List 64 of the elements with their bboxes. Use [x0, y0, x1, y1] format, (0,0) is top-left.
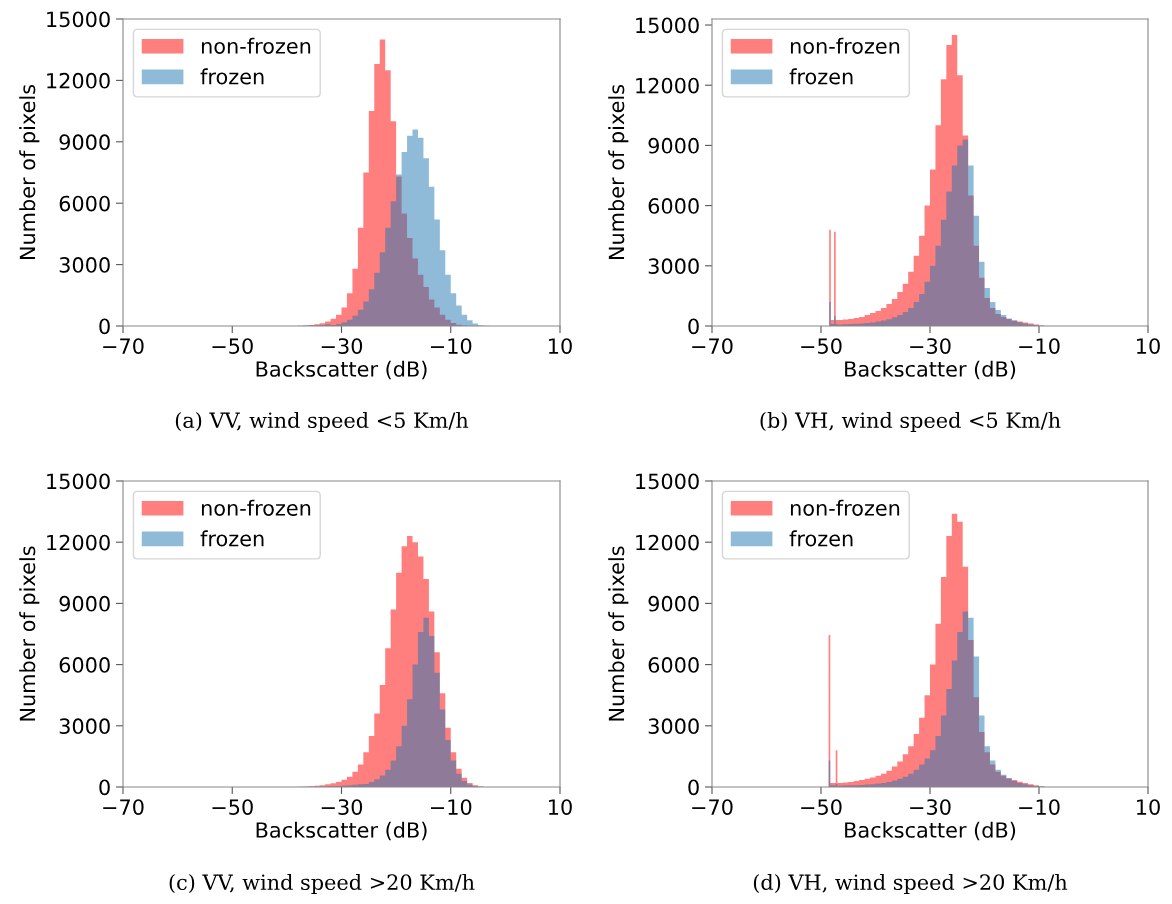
y-tick-label: 3000	[59, 718, 110, 735]
x-tick-label: −70	[692, 799, 733, 815]
y-tick-label: 9000	[648, 595, 699, 612]
y-axis-title: Number of pixels	[608, 546, 629, 721]
x-axis-title: Backscatter (dB)	[845, 821, 1016, 841]
x-tick-label: −50	[801, 799, 842, 815]
legend-label: frozen	[789, 530, 853, 547]
y-tick-label: 0	[99, 318, 110, 335]
y-tick-label: 3000	[648, 258, 699, 275]
y-tick-label: 3000	[648, 718, 699, 735]
legend-label: non-frozen	[201, 499, 311, 516]
y-tick-label: 6000	[648, 198, 699, 214]
x-tick-label: −70	[103, 338, 144, 354]
y-tick-label: 15000	[636, 17, 699, 34]
legend-label: non-frozen	[201, 37, 311, 54]
y-tick-label: 15000	[636, 473, 699, 490]
x-tick-label: 10	[549, 338, 572, 354]
x-tick-label: 10	[1137, 338, 1160, 354]
y-tick-label: 15000	[47, 473, 110, 490]
x-tick-label: −30	[910, 338, 951, 354]
legend-label: frozen	[200, 530, 264, 547]
y-tick-label: 12000	[636, 534, 699, 551]
x-tick-label: −50	[212, 338, 253, 354]
x-axis-title: Backscatter (dB)	[256, 360, 427, 380]
legend-label: non-frozen	[790, 37, 900, 54]
x-axis-title: Backscatter (dB)	[256, 821, 427, 841]
y-tick-label: 15000	[47, 11, 110, 28]
x-tick-label: −70	[692, 338, 733, 354]
text: (a) VV, wind speed <5 Km/h	[175, 411, 469, 433]
y-tick-label: 12000	[47, 72, 110, 89]
y-tick-label: 6000	[648, 657, 699, 673]
y-tick-label: 6000	[59, 195, 110, 212]
x-tick-label: −50	[801, 338, 842, 354]
y-axis-title: Number of pixels	[19, 546, 40, 721]
x-tick-label: −50	[212, 799, 253, 815]
y-axis-title: Number of pixels	[19, 84, 40, 260]
x-tick-label: 10	[549, 799, 572, 815]
text: (d) VH, wind speed >20 Km/h	[753, 873, 1068, 895]
y-tick-label: 12000	[636, 77, 699, 94]
x-tick-label: −10	[1019, 338, 1060, 354]
x-tick-label: −10	[430, 338, 472, 354]
text: (c) VV, wind speed >20 Km/h	[169, 873, 475, 895]
y-tick-label: 6000	[59, 657, 110, 673]
x-tick-label: −30	[910, 799, 951, 815]
legend-label: frozen	[789, 68, 853, 85]
y-tick-label: 0	[99, 779, 110, 796]
x-tick-label: −70	[103, 799, 144, 815]
legend-label: frozen	[200, 68, 264, 85]
x-tick-label: −10	[430, 799, 472, 815]
y-tick-label: 9000	[648, 137, 699, 154]
x-tick-label: 10	[1137, 799, 1160, 815]
y-axis-title: Number of pixels	[608, 84, 629, 260]
y-tick-label: 9000	[59, 134, 110, 151]
y-tick-label: 0	[688, 318, 699, 335]
legend-label: non-frozen	[790, 499, 900, 516]
x-tick-label: −10	[1019, 799, 1060, 815]
y-tick-label: 0	[688, 779, 699, 796]
y-tick-label: 12000	[47, 534, 110, 551]
text: (b) VH, wind speed <5 Km/h	[760, 411, 1061, 433]
x-tick-label: −30	[321, 799, 363, 815]
x-axis-title: Backscatter (dB)	[845, 360, 1016, 380]
y-tick-label: 3000	[59, 257, 110, 273]
x-tick-label: −30	[321, 338, 363, 354]
y-tick-label: 9000	[59, 595, 110, 612]
